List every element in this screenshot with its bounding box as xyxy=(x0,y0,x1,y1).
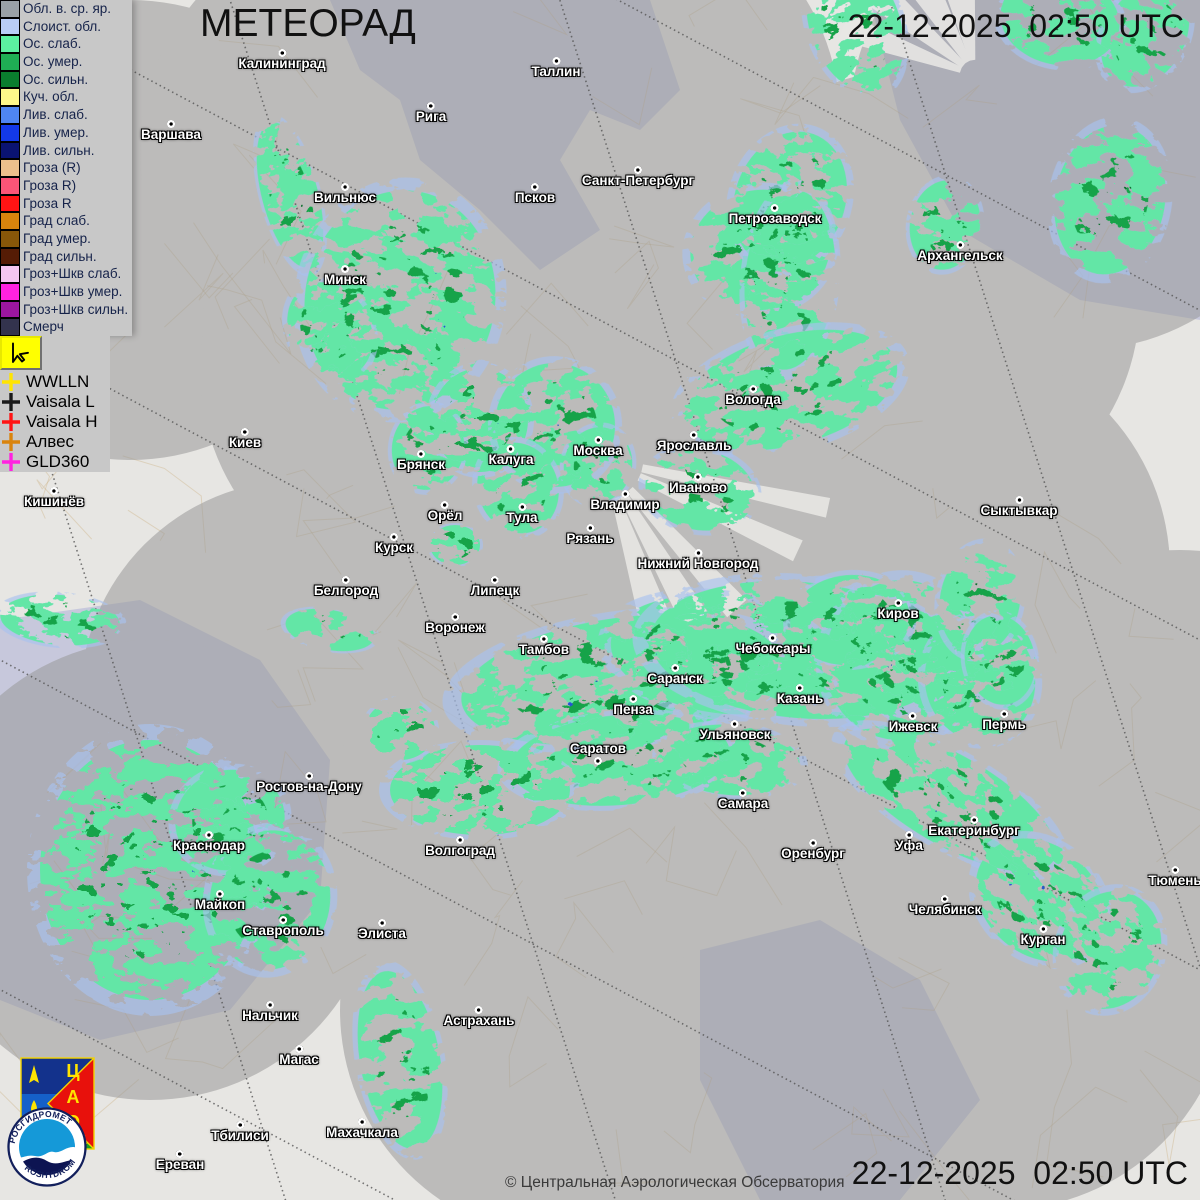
svg-text:А: А xyxy=(67,1087,80,1107)
svg-text:Ц: Ц xyxy=(66,1061,80,1081)
